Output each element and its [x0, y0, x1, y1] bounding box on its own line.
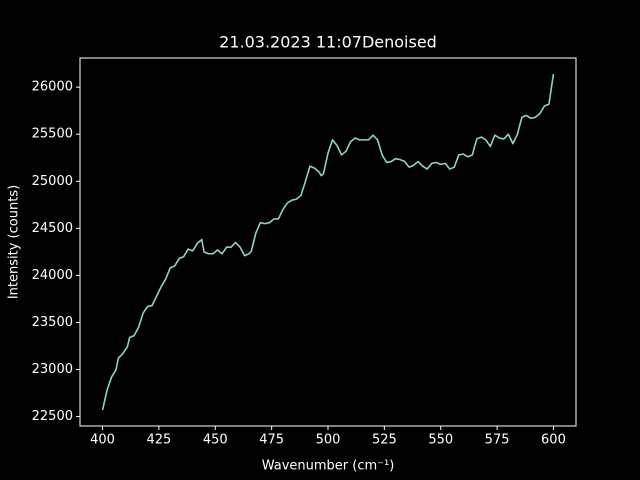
y-tick-label: 23500: [32, 315, 73, 330]
y-tick-label: 26000: [32, 80, 73, 95]
chart-title: 21.03.2023 11:07Denoised: [219, 33, 437, 52]
data-line: [101, 73, 555, 411]
x-tick-label: 400: [90, 433, 115, 448]
y-axis-label: Intensity (counts): [7, 185, 22, 299]
y-tick-label: 23000: [32, 362, 73, 377]
y-tick-label: 24500: [32, 221, 73, 236]
x-tick-label: 575: [485, 433, 510, 448]
y-tick-label: 22500: [32, 409, 73, 424]
x-tick-label: 600: [541, 433, 566, 448]
y-tick-label: 25000: [32, 174, 73, 189]
x-tick-label: 550: [428, 433, 453, 448]
x-tick-label: 425: [146, 433, 171, 448]
y-tick-label: 25500: [32, 127, 73, 142]
x-tick-label: 475: [259, 433, 284, 448]
x-tick-label: 525: [372, 433, 397, 448]
x-tick-label: 500: [316, 433, 341, 448]
y-tick-label: 24000: [32, 268, 73, 283]
x-tick-label: 450: [203, 433, 228, 448]
x-axis-label: Wavenumber (cm⁻¹): [262, 459, 395, 474]
